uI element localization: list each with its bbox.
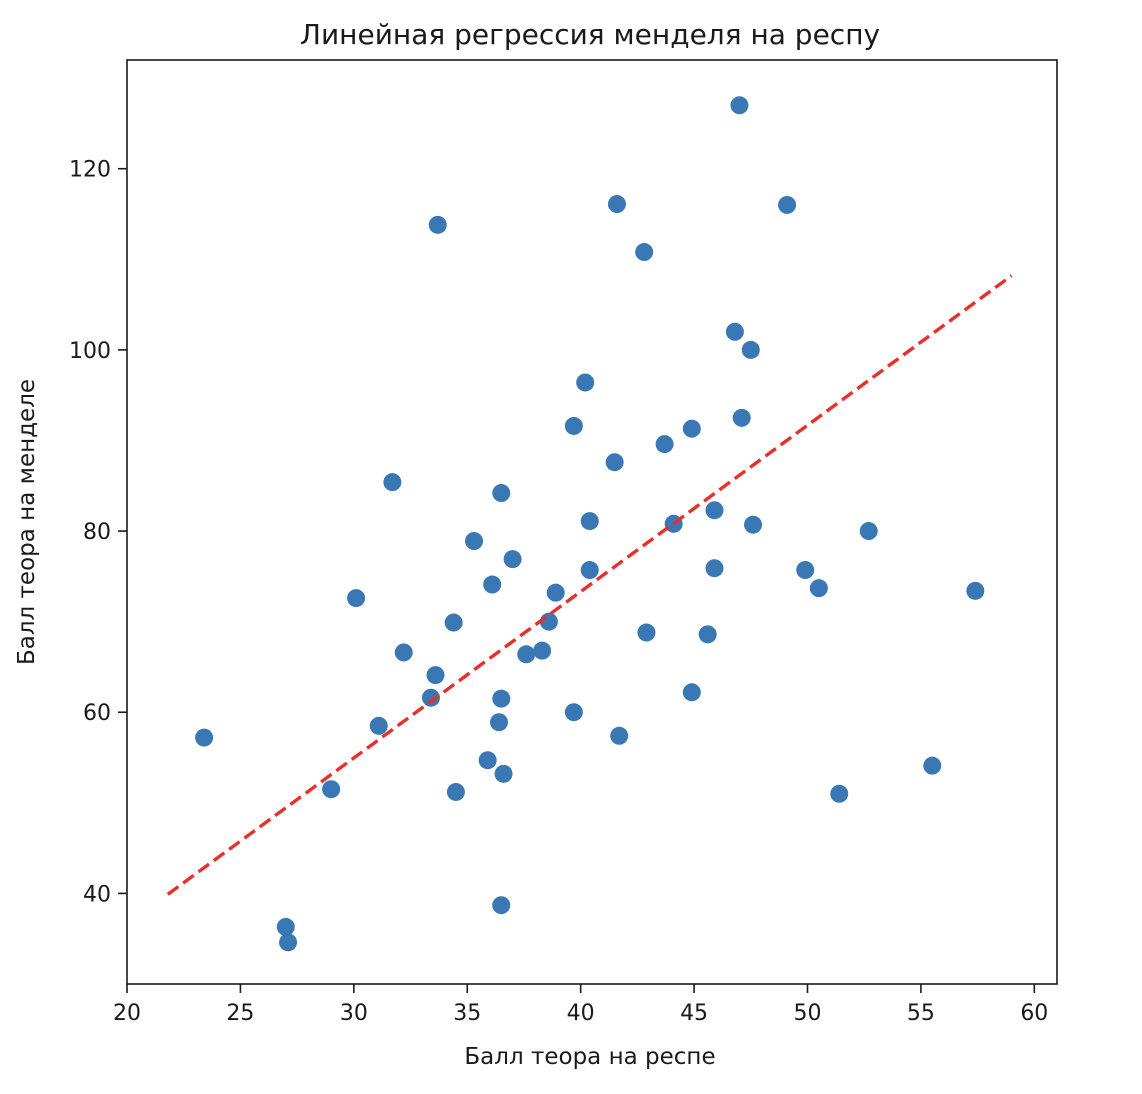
data-point <box>465 532 484 551</box>
data-point <box>682 683 701 702</box>
x-tick-label: 55 <box>907 1001 935 1026</box>
x-tick-label: 60 <box>1020 1001 1048 1026</box>
data-point <box>564 416 583 435</box>
data-point <box>279 933 298 952</box>
data-point <box>347 589 366 608</box>
data-point <box>492 689 511 708</box>
data-point <box>478 751 497 770</box>
data-point <box>605 453 624 472</box>
data-point <box>576 373 595 392</box>
scatter-points <box>195 96 985 952</box>
x-tick-label: 35 <box>453 1001 481 1026</box>
data-point <box>732 408 751 427</box>
x-tick-label: 50 <box>793 1001 821 1026</box>
data-point <box>483 575 502 594</box>
data-point <box>744 515 763 534</box>
plot-frame <box>126 59 1058 985</box>
data-point <box>809 579 828 598</box>
x-tick-label: 40 <box>567 1001 595 1026</box>
data-point <box>539 612 558 631</box>
data-point <box>394 643 413 662</box>
data-point <box>580 512 599 531</box>
chart-title: Линейная регрессия менделя на респу <box>300 18 880 51</box>
data-point <box>533 641 552 660</box>
data-point <box>517 645 536 664</box>
data-point <box>966 581 985 600</box>
data-point <box>490 713 508 732</box>
data-point <box>607 195 626 214</box>
data-point <box>635 243 654 262</box>
data-point <box>421 688 440 707</box>
data-point <box>859 522 878 541</box>
data-point <box>698 625 717 644</box>
x-tick-label: 25 <box>226 1001 254 1026</box>
data-point <box>655 435 674 454</box>
data-point <box>492 896 511 915</box>
data-point <box>564 703 583 722</box>
x-axis-label: Балл теора на респе <box>464 1044 715 1070</box>
data-point <box>195 728 214 747</box>
x-tick-label: 45 <box>680 1001 708 1026</box>
regression-line <box>166 274 1013 896</box>
data-point <box>705 559 724 578</box>
x-axis: 20 25 30 35 40 45 50 55 60 <box>113 984 1048 1026</box>
regression-line-layer <box>166 274 1013 896</box>
y-tick-label: 60 <box>83 701 111 726</box>
data-point <box>705 501 724 520</box>
data-point <box>730 96 749 115</box>
y-axis: 40 60 80 100 120 <box>69 158 127 907</box>
data-point <box>383 473 402 492</box>
data-point <box>682 419 701 438</box>
data-point <box>580 561 599 580</box>
data-point <box>492 484 511 503</box>
data-point <box>923 756 942 775</box>
data-point <box>503 550 522 569</box>
data-point <box>426 666 445 685</box>
data-point <box>276 917 295 936</box>
data-point <box>446 782 465 801</box>
data-point <box>778 195 797 214</box>
y-axis-label: Балл теора на менделе <box>14 379 40 665</box>
data-point <box>546 583 565 602</box>
data-point <box>610 726 629 745</box>
y-tick-label: 40 <box>83 882 111 907</box>
data-point <box>796 561 815 580</box>
data-point <box>725 322 744 341</box>
data-point <box>322 780 341 799</box>
data-point <box>428 215 447 234</box>
data-point <box>494 764 513 783</box>
x-tick-label: 20 <box>113 1001 141 1026</box>
data-point <box>741 340 760 359</box>
data-point <box>637 623 656 642</box>
data-point <box>444 613 463 632</box>
y-tick-label: 80 <box>83 520 111 545</box>
x-tick-label: 30 <box>340 1001 368 1026</box>
data-point <box>830 784 849 803</box>
y-tick-label: 100 <box>69 339 111 364</box>
data-point <box>369 716 388 735</box>
y-tick-label: 120 <box>69 158 111 183</box>
